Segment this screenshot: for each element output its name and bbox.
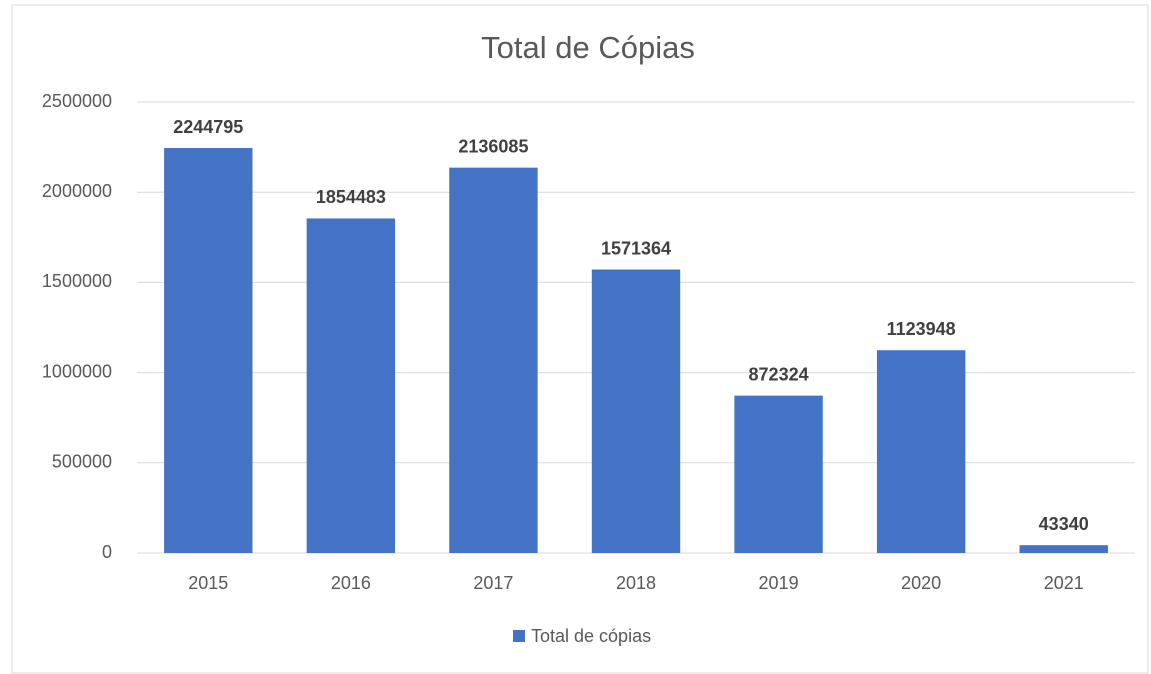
- legend-label: Total de cópias: [531, 626, 651, 646]
- chart-title: Total de Cópias: [481, 30, 695, 65]
- bar: [734, 395, 823, 553]
- y-tick-label: 0: [102, 542, 112, 562]
- y-tick-label: 2500000: [42, 91, 112, 111]
- bar: [876, 350, 966, 553]
- x-tick-label: 2016: [331, 573, 371, 593]
- legend-swatch: [513, 630, 525, 642]
- x-tick-label: 2018: [616, 573, 656, 593]
- bar: [1019, 545, 1108, 553]
- y-tick-label: 1000000: [42, 361, 112, 381]
- value-label: 43340: [1039, 514, 1089, 534]
- bar: [449, 167, 538, 553]
- value-label: 1123948: [887, 319, 956, 339]
- value-label: 1571364: [601, 238, 671, 258]
- x-tick-label: 2020: [901, 573, 941, 593]
- bar: [164, 148, 253, 553]
- x-tick-label: 2019: [759, 573, 799, 593]
- y-tick-label: 2000000: [42, 181, 112, 201]
- x-tick-label: 2017: [473, 573, 513, 593]
- bar: [591, 269, 681, 553]
- y-tick-label: 1500000: [42, 271, 112, 291]
- bar: [306, 218, 396, 553]
- y-tick-label: 500000: [52, 452, 112, 472]
- x-tick-label: 2015: [188, 573, 228, 593]
- value-label: 2136085: [458, 136, 528, 156]
- x-tick-label: 2021: [1044, 573, 1084, 593]
- value-label: 1854483: [316, 187, 386, 207]
- value-label: 2244795: [173, 117, 243, 137]
- value-label: 872324: [749, 364, 809, 384]
